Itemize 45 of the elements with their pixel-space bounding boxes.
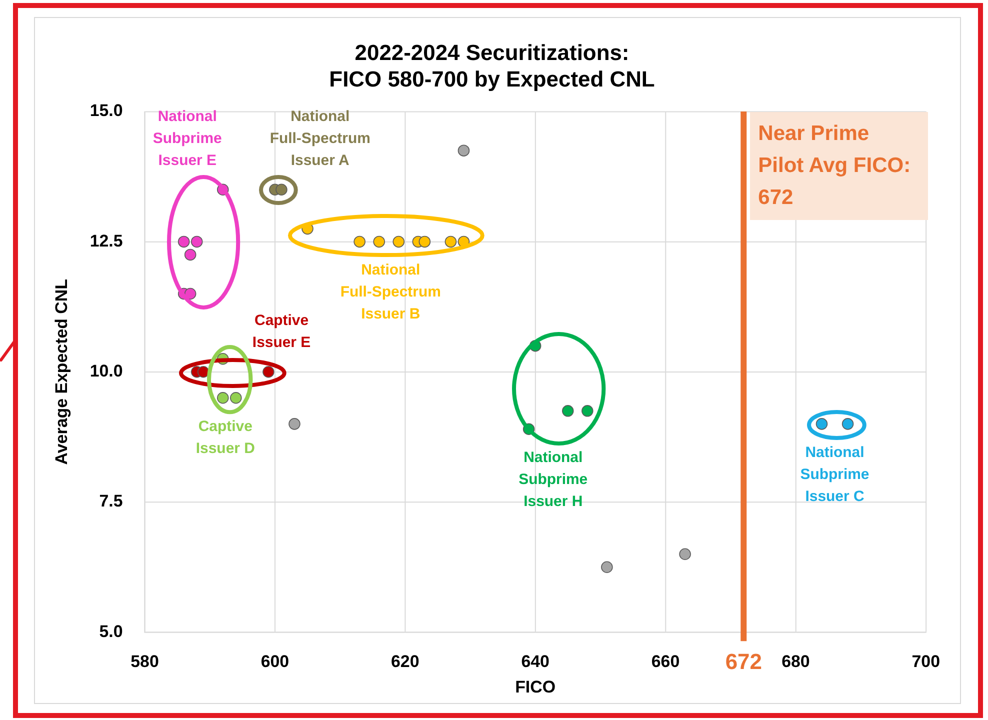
point (262, 366, 274, 378)
chart-title: 2022-2024 Securitizations: FICO 580-700 by Expected CNL (329, 40, 655, 92)
point (418, 236, 431, 248)
series-label: Captive Issuer D (196, 418, 256, 457)
point (184, 288, 196, 300)
series-label: Captive Issuer E (252, 312, 311, 352)
point (197, 366, 210, 378)
point (601, 561, 613, 574)
x-tick-label: 700 (912, 652, 940, 671)
y-tick-label: 10.0 (90, 362, 123, 381)
point (458, 144, 470, 156)
point (288, 418, 300, 430)
point (354, 236, 366, 248)
point (842, 418, 854, 430)
point (216, 392, 229, 404)
legend-label: National Subprime Issuer C (800, 444, 870, 505)
point (392, 236, 405, 248)
series-label: National Full-Spectrum Issuer A (270, 108, 370, 169)
point (816, 418, 828, 430)
point (184, 248, 196, 261)
point (679, 548, 691, 560)
ref-line-label: 672 (725, 649, 762, 674)
x-tick-label: 660 (651, 652, 680, 671)
x-tick-label: 580 (130, 652, 159, 671)
point (562, 405, 574, 417)
annotation: Near Prime Pilot Avg FICO: 672 (758, 120, 912, 211)
y-tick-label: 5.0 (99, 622, 123, 641)
series-label: National Subprime Issuer H (518, 449, 588, 510)
series-label: National Subprime Issuer E (152, 108, 222, 169)
series-label: National Full-Spectrum Issuer B (340, 262, 441, 323)
x-tick-label: 680 (782, 652, 810, 671)
point (178, 236, 190, 248)
y-tick-label: 15.0 (90, 101, 123, 120)
point (582, 405, 594, 417)
y-tick-label: 7.5 (99, 492, 123, 511)
x-tick-label: 600 (260, 652, 290, 671)
x-tick-label: 640 (521, 652, 550, 671)
y-tick-label: 12.5 (90, 231, 123, 250)
point (373, 236, 385, 248)
x-tick-label: 620 (391, 652, 420, 671)
point (190, 236, 203, 248)
y-axis-title: Average Expected CNL (52, 279, 71, 465)
point (230, 392, 242, 404)
x-axis-title: FICO (515, 678, 556, 697)
point (444, 236, 457, 248)
